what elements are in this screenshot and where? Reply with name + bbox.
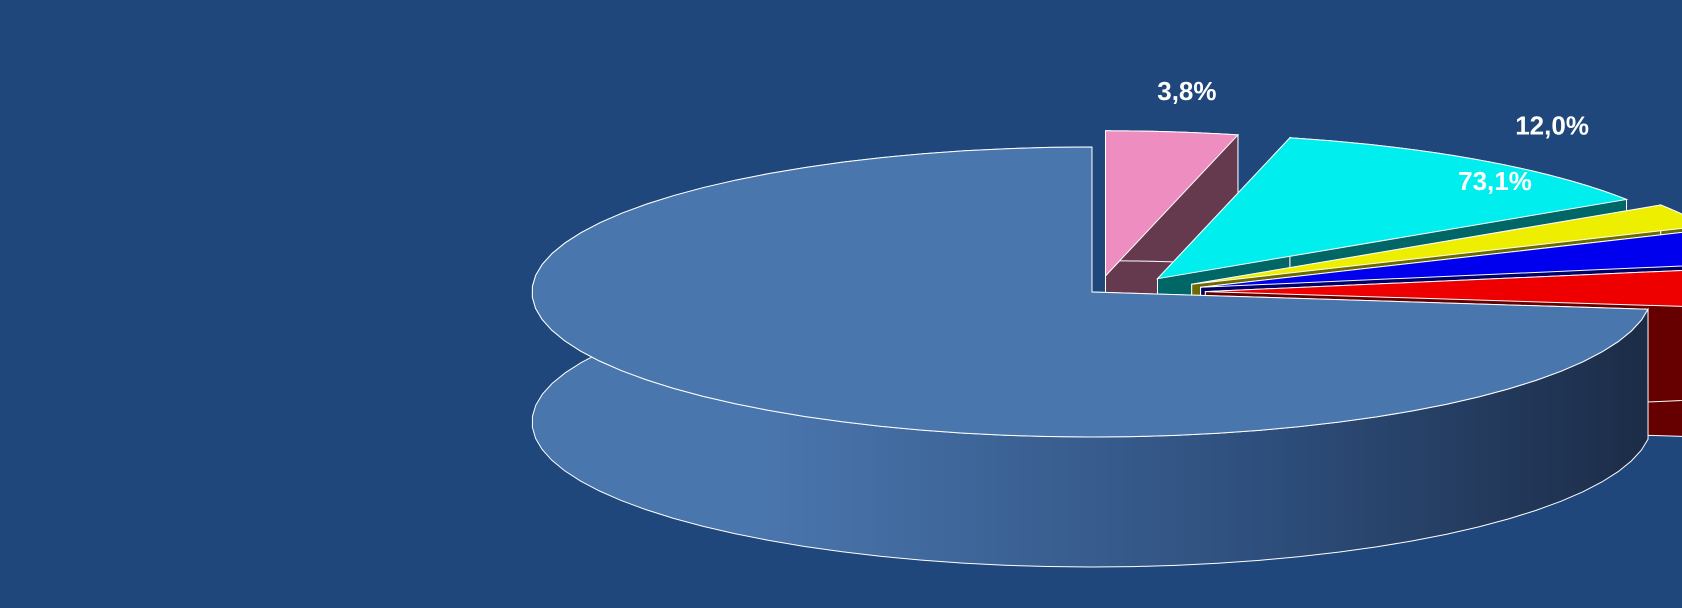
pie-slice-5-top [1105, 130, 1240, 278]
pie-slice-1-top [1205, 269, 1682, 307]
pie-slice-0-top [531, 146, 1649, 438]
data-label-0: 73,1% [1458, 166, 1532, 196]
pie-slice-4-top [1156, 137, 1629, 280]
pie-slice-3-top [1191, 204, 1682, 285]
pie-slice-2-top [1200, 231, 1682, 288]
pie-slice-0 [531, 146, 1649, 568]
data-label-4: 12,0% [1515, 110, 1589, 140]
data-label-5: 3,8% [1157, 76, 1216, 106]
